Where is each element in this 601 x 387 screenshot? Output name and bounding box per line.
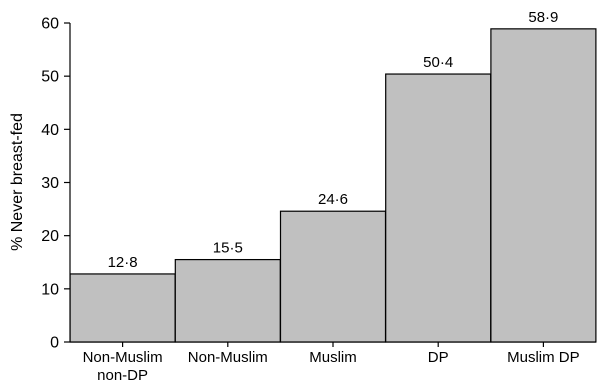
bar	[490, 28, 597, 343]
x-tick-label: Non-Muslim	[83, 349, 163, 366]
bar	[69, 273, 176, 343]
y-tick-label: 60	[41, 16, 59, 33]
data-label: 58·9	[528, 9, 558, 26]
bar	[174, 258, 281, 343]
y-axis-title: % Never breast-fed	[9, 113, 26, 251]
y-tick-label: 10	[41, 281, 59, 298]
y-tick-label: 50	[41, 69, 59, 86]
data-label: 50·4	[423, 54, 453, 71]
x-tick-label: Muslim DP	[507, 349, 580, 366]
data-label: 12·8	[108, 254, 138, 271]
y-tick-label: 20	[41, 228, 59, 245]
x-tick-label: DP	[428, 349, 449, 366]
x-tick-label: Non-Muslim	[188, 349, 268, 366]
bar	[279, 210, 387, 343]
x-tick-label: non-DP	[97, 367, 148, 384]
data-label: 15·5	[213, 240, 243, 257]
plot-area: 010203040506012·8Non-Muslimnon-DP15·5Non…	[41, 9, 597, 384]
y-tick-label: 30	[41, 175, 59, 192]
y-tick-label: 40	[41, 122, 59, 139]
data-label: 24·6	[318, 191, 348, 208]
y-tick-label: 0	[50, 335, 59, 352]
x-tick-label: Muslim	[309, 349, 357, 366]
bar	[385, 73, 492, 343]
